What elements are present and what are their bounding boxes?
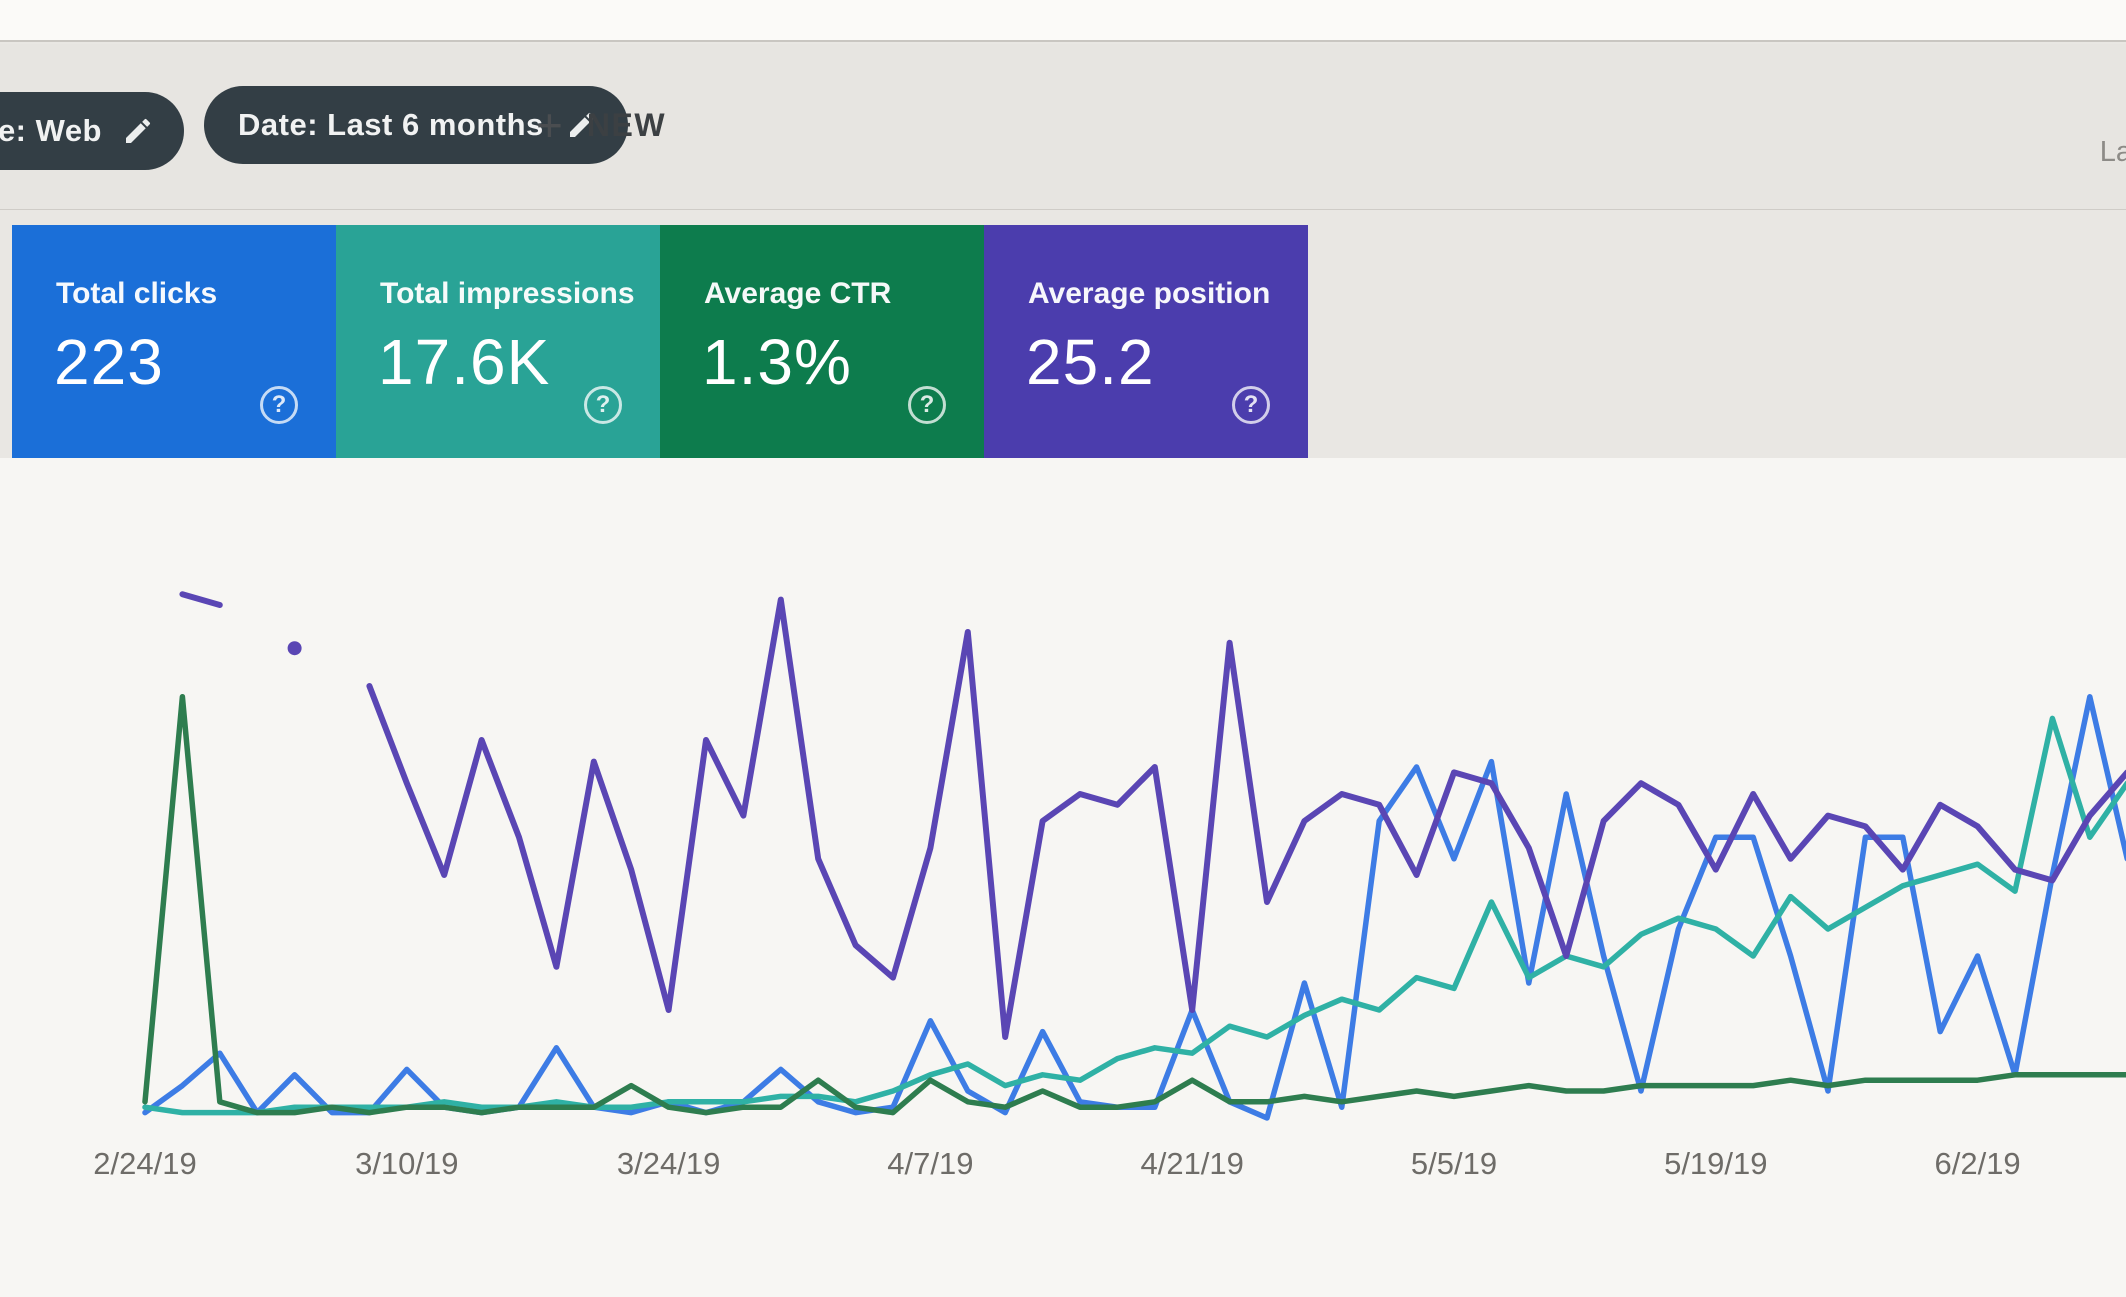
metric-cards-row: Total clicks 223 ? Total impressions 17.… (12, 225, 1308, 458)
data-point-dot-position (287, 641, 302, 656)
screen-top-strip (0, 0, 2126, 42)
metric-label: Total clicks (56, 277, 218, 310)
search-type-filter-label: type: Web (0, 113, 102, 148)
metric-value: 223 (54, 326, 164, 398)
x-axis-tick-label: 5/19/19 (1664, 1146, 1767, 1181)
metric-card-average-ctr[interactable]: Average CTR 1.3% ? (660, 225, 984, 458)
x-axis-tick-label: 4/21/19 (1140, 1146, 1243, 1181)
line-series-ctr (142, 694, 2126, 1116)
help-icon[interactable]: ? (260, 386, 298, 424)
toolbar: type: Web Date: Last 6 months + NEW La (0, 44, 2126, 210)
metric-card-average-position[interactable]: Average position 25.2 ? (984, 225, 1308, 458)
date-range-filter-chip[interactable]: Date: Last 6 months (204, 86, 628, 164)
metric-label: Average position (1028, 277, 1271, 310)
new-filter-button-label: NEW (586, 106, 667, 143)
metric-card-total-impressions[interactable]: Total impressions 17.6K ? (336, 225, 660, 458)
metric-value: 25.2 (1026, 326, 1155, 398)
x-axis-tick-label: 6/2/19 (1934, 1146, 2020, 1181)
x-axis-tick-label: 3/24/19 (617, 1146, 720, 1181)
chart-panel: 2/24/19 3/10/19 3/24/19 4/7/19 4/21/19 5/5/19… (0, 458, 2126, 1297)
pencil-edit-icon[interactable] (566, 109, 598, 141)
date-range-filter-label: Date: Last 6 months (238, 107, 544, 142)
line-series-impressions (142, 715, 2126, 1116)
metric-card-total-clicks[interactable]: Total clicks 223 ? (12, 225, 336, 458)
performance-line-chart: 2/24/19 3/10/19 3/24/19 4/7/19 4/21/19 5/5/19… (93, 591, 2126, 1181)
metric-label: Average CTR (704, 277, 892, 310)
help-icon[interactable]: ? (908, 386, 946, 424)
line-series-position (179, 591, 223, 608)
pencil-edit-icon[interactable] (122, 115, 154, 147)
line-series-position (366, 596, 2126, 1040)
metric-value: 1.3% (702, 326, 852, 398)
metric-value: 17.6K (378, 326, 551, 398)
new-filter-button[interactable]: + NEW (536, 102, 666, 148)
x-axis-tick-label: 4/7/19 (887, 1146, 973, 1181)
x-axis-tick-label: 2/24/19 (93, 1146, 196, 1181)
search-type-filter-chip[interactable]: type: Web (0, 92, 184, 170)
last-updated-text: La (2099, 136, 2126, 168)
x-axis-tick-label: 5/5/19 (1411, 1146, 1497, 1181)
plus-icon: + (536, 99, 563, 151)
x-axis-tick-label: 3/10/19 (355, 1146, 458, 1181)
help-icon[interactable]: ? (584, 386, 622, 424)
metric-label: Total impressions (380, 277, 635, 310)
help-icon[interactable]: ? (1232, 386, 1270, 424)
